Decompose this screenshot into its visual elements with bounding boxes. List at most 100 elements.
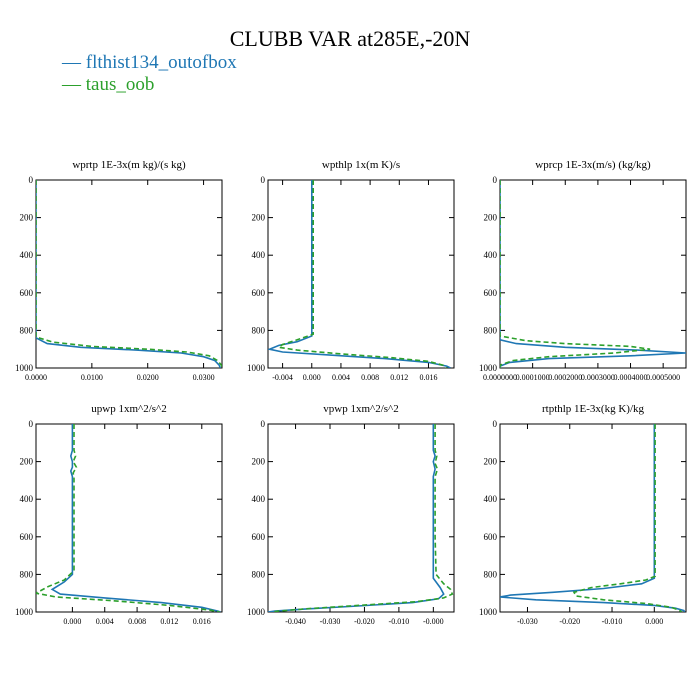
y-tick-label: 800 bbox=[20, 569, 34, 579]
panel-title: vpwp 1xm^2/s^2 bbox=[323, 403, 398, 415]
x-tick-label: 0.000 bbox=[645, 617, 663, 626]
legend-item-taus: — taus_oob bbox=[62, 74, 237, 96]
y-tick-label: 600 bbox=[484, 288, 498, 298]
x-tick-label: 0.0005000 bbox=[646, 373, 680, 382]
y-tick-label: 0 bbox=[29, 419, 34, 429]
x-tick-label: 0.0300 bbox=[193, 373, 215, 382]
y-tick-label: 1000 bbox=[247, 363, 266, 373]
y-tick-label: 800 bbox=[484, 325, 498, 335]
x-tick-label: 0.008 bbox=[128, 617, 146, 626]
x-tick-label: -0.040 bbox=[285, 617, 306, 626]
y-tick-label: 1000 bbox=[479, 363, 498, 373]
series-line-taus-oob bbox=[271, 424, 454, 612]
legend-line-icon: — bbox=[62, 74, 86, 95]
x-tick-label: 0.0001000 bbox=[516, 373, 550, 382]
legend-line-icon: — bbox=[62, 52, 86, 73]
x-tick-label: 0.0003000 bbox=[581, 373, 615, 382]
axes-frame bbox=[499, 423, 687, 613]
y-tick-label: 0 bbox=[261, 175, 266, 185]
axes-frame bbox=[267, 423, 455, 613]
series-line-flthist134-outofbox bbox=[500, 180, 686, 368]
x-tick-label: 0.004 bbox=[96, 617, 114, 626]
panel-title: wprtp 1E-3x(m kg)/(s kg) bbox=[72, 159, 186, 171]
panel-title: rtpthlp 1E-3x(kg K)/kg bbox=[542, 403, 645, 415]
x-tick-label: -0.030 bbox=[517, 617, 538, 626]
y-tick-label: 200 bbox=[252, 213, 266, 223]
x-tick-label: 0.0200 bbox=[137, 373, 159, 382]
panel-6: rtpthlp 1E-3x(kg K)/kg 0 200 400 600 800 1000 -… bbox=[479, 403, 687, 626]
y-tick-label: 400 bbox=[252, 494, 266, 504]
panel-title: upwp 1xm^2/s^2 bbox=[91, 403, 166, 415]
y-tick-label: 200 bbox=[20, 457, 34, 467]
x-tick-label: 0.016 bbox=[419, 373, 437, 382]
y-tick-label: 1000 bbox=[479, 607, 498, 617]
x-tick-label: -0.020 bbox=[559, 617, 580, 626]
series-line-flthist134-outofbox bbox=[268, 180, 451, 368]
y-tick-label: 600 bbox=[20, 532, 34, 542]
panel-title: wpthlp 1x(m K)/s bbox=[322, 159, 400, 171]
y-tick-label: 200 bbox=[484, 457, 498, 467]
legend: — flthist134_outofbox — taus_oob bbox=[62, 52, 237, 96]
y-tick-label: 1000 bbox=[15, 363, 34, 373]
y-tick-label: 600 bbox=[20, 288, 34, 298]
y-tick-label: 1000 bbox=[247, 607, 266, 617]
y-tick-label: 200 bbox=[484, 213, 498, 223]
panel-4: upwp 1xm^2/s^2 0 200 400 600 800 1000 0.000 0.00… bbox=[15, 403, 223, 626]
axes-frame bbox=[35, 423, 223, 613]
x-tick-label: 0.012 bbox=[390, 373, 408, 382]
y-tick-label: 0 bbox=[261, 419, 266, 429]
series-line-flthist134-outofbox bbox=[50, 424, 221, 612]
series-line-flthist134-outofbox bbox=[36, 180, 222, 368]
figure-title: CLUBB VAR at285E,-20N bbox=[229, 26, 471, 51]
x-tick-label: -0.020 bbox=[354, 617, 375, 626]
y-tick-label: 800 bbox=[484, 569, 498, 579]
x-tick-label: 0.0002000 bbox=[548, 373, 582, 382]
y-tick-label: 200 bbox=[252, 457, 266, 467]
panel-2: wpthlp 1x(m K)/s 0 200 400 600 800 1000 -0.004 0… bbox=[247, 159, 455, 382]
x-tick-label: 0.0000000 bbox=[483, 373, 517, 382]
y-tick-label: 800 bbox=[252, 325, 266, 335]
x-tick-label: 0.016 bbox=[193, 617, 211, 626]
x-tick-label: -0.010 bbox=[389, 617, 410, 626]
series-line-taus-oob bbox=[36, 424, 220, 612]
legend-label: flthist134_outofbox bbox=[85, 52, 237, 73]
y-tick-label: 200 bbox=[20, 213, 34, 223]
x-tick-label: 0.004 bbox=[332, 373, 350, 382]
panel-3: wprcp 1E-3x(m/s) (kg/kg) 0 200 400 600 800 100… bbox=[479, 159, 687, 382]
series-line-taus-oob bbox=[572, 424, 683, 612]
y-tick-label: 400 bbox=[20, 494, 34, 504]
axes-frame bbox=[35, 179, 223, 369]
series-line-taus-oob bbox=[500, 180, 651, 368]
y-tick-label: 800 bbox=[252, 569, 266, 579]
axes-frame bbox=[267, 179, 455, 369]
legend-label: taus_oob bbox=[85, 74, 155, 95]
x-tick-label: 0.0100 bbox=[81, 373, 103, 382]
panel-5: vpwp 1xm^2/s^2 0 200 400 600 800 1000 -0.040 -0.… bbox=[247, 403, 455, 626]
x-tick-label: 0.008 bbox=[361, 373, 379, 382]
axes-frame bbox=[499, 179, 687, 369]
y-tick-label: 400 bbox=[484, 494, 498, 504]
y-tick-label: 400 bbox=[252, 250, 266, 260]
x-tick-label: 0.012 bbox=[160, 617, 178, 626]
x-tick-label: 0.0000 bbox=[25, 373, 47, 382]
y-tick-label: 0 bbox=[29, 175, 34, 185]
y-tick-label: 400 bbox=[20, 250, 34, 260]
x-tick-label: 0.000 bbox=[303, 373, 321, 382]
x-tick-label: 0.000 bbox=[63, 617, 81, 626]
panel-title: wprcp 1E-3x(m/s) (kg/kg) bbox=[535, 159, 651, 171]
y-tick-label: 0 bbox=[493, 175, 498, 185]
y-tick-label: 600 bbox=[252, 288, 266, 298]
series-line-flthist134-outofbox bbox=[268, 424, 445, 612]
x-tick-label: 0.0004000 bbox=[614, 373, 648, 382]
series-line-flthist134-outofbox bbox=[500, 424, 686, 612]
y-tick-label: 400 bbox=[484, 250, 498, 260]
series-line-taus-oob bbox=[276, 180, 448, 368]
y-tick-label: 1000 bbox=[15, 607, 34, 617]
y-tick-label: 800 bbox=[20, 325, 34, 335]
panel-1: wprtp 1E-3x(m kg)/(s kg) 0 200 400 600 800 100… bbox=[15, 159, 223, 382]
x-tick-label: -0.010 bbox=[602, 617, 623, 626]
legend-item-flthist: — flthist134_outofbox bbox=[62, 52, 237, 74]
x-tick-label: -0.030 bbox=[320, 617, 341, 626]
